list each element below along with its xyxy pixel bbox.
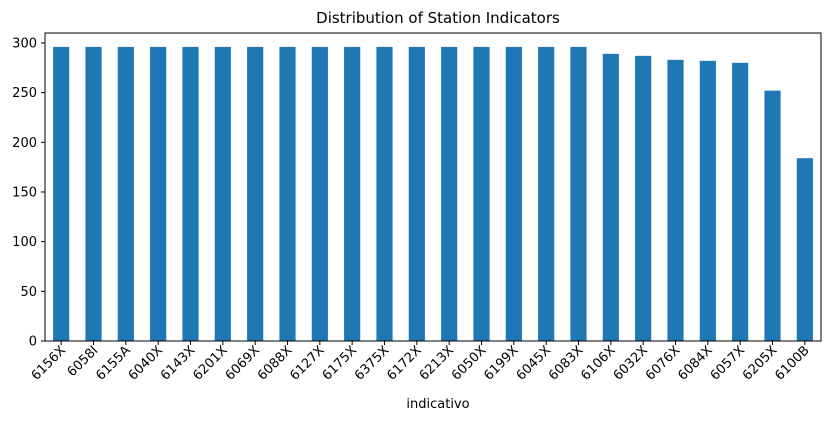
x-tick-label: 6201X — [190, 343, 230, 383]
x-tick-label: 6172X — [384, 343, 424, 383]
bar-6172X — [408, 46, 425, 341]
x-tick-label: 6040X — [126, 343, 166, 383]
y-tick-label: 200 — [12, 136, 37, 151]
x-tick-label: 6076X — [643, 343, 683, 383]
x-tick-label: 6199X — [481, 343, 521, 383]
x-tick-label: 6084X — [675, 343, 715, 383]
x-tick-label: 6069X — [223, 343, 263, 383]
chart-title: Distribution of Station Indicators — [316, 9, 560, 27]
bar-6069X — [247, 46, 264, 341]
plot-area: 0501001502002503006156X6058I6155A6040X61… — [12, 32, 822, 384]
bar-6201X — [214, 46, 231, 341]
bar-6057X — [732, 62, 749, 342]
x-tick-label: 6205X — [740, 343, 780, 383]
x-tick-label: 6088X — [255, 343, 295, 383]
x-tick-label: 6100B — [772, 343, 812, 383]
bar-6155A — [117, 46, 134, 341]
bar-6213X — [441, 46, 458, 341]
y-tick-label: 150 — [12, 185, 37, 200]
x-tick-label: 6143X — [158, 343, 198, 383]
bar-6205X — [764, 90, 781, 341]
bar-6088X — [279, 46, 296, 341]
x-tick-label: 6375X — [352, 343, 392, 383]
x-tick-label: 6083X — [546, 343, 586, 383]
bar-6375X — [376, 46, 393, 341]
bar-6100B — [796, 158, 813, 341]
axes-frame — [44, 32, 822, 342]
x-tick-label: 6045X — [514, 343, 554, 383]
bar-6040X — [150, 46, 167, 341]
x-tick-label: 6127X — [287, 343, 327, 383]
y-tick-label: 250 — [12, 86, 37, 101]
bar-6084X — [699, 60, 716, 341]
y-tick-label: 300 — [12, 36, 37, 51]
x-tick-label: 6155A — [93, 343, 133, 383]
x-tick-label: 6050X — [449, 343, 489, 383]
x-tick-label: 6106X — [578, 343, 618, 383]
bar-6076X — [667, 59, 684, 341]
bar-6199X — [505, 46, 522, 341]
bar-6032X — [635, 55, 652, 341]
x-tick-label: 6213X — [417, 343, 457, 383]
bar-6175X — [344, 46, 361, 341]
y-tick-label: 100 — [12, 235, 37, 250]
x-tick-label: 6175X — [320, 343, 360, 383]
bar-6083X — [570, 46, 587, 341]
y-tick-label: 0 — [29, 335, 37, 350]
bar-6156X — [53, 46, 70, 341]
bar-6127X — [311, 46, 328, 341]
x-tick-label: 6032X — [611, 343, 651, 383]
bar-6143X — [182, 46, 199, 341]
x-tick-label: 6057X — [708, 343, 748, 383]
bar-6058I — [85, 46, 102, 341]
bar-6045X — [538, 46, 555, 341]
x-axis-label: indicativo — [406, 397, 469, 412]
bar-6050X — [473, 46, 490, 341]
y-tick-label: 50 — [20, 285, 37, 300]
bar-6106X — [602, 53, 619, 342]
